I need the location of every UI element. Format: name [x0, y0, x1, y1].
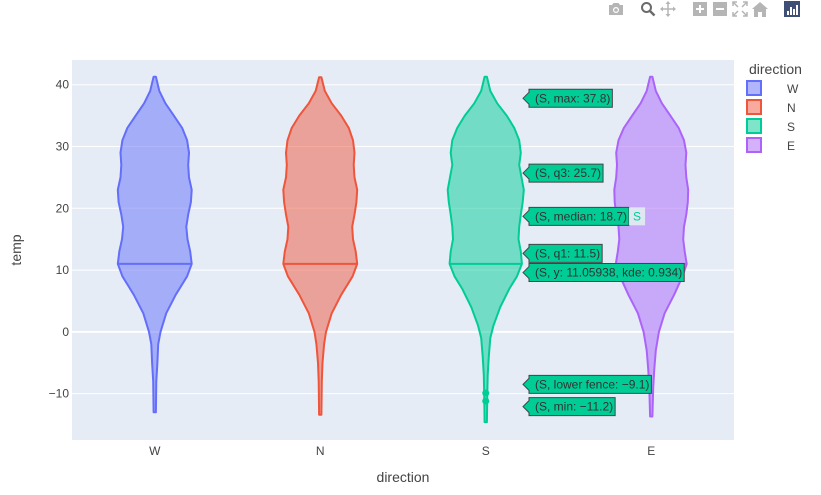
legend-label-N[interactable]: N	[787, 101, 796, 115]
hover-label-text: (S, min: −11.2)	[535, 400, 613, 414]
hover-labels: (S, max: 37.8) (S, q3: 25.7) (S, median: 1…	[522, 88, 685, 417]
hover-label-text: (S, q1: 11.5)	[535, 246, 600, 260]
violins[interactable]	[116, 75, 690, 424]
y-tick-label: −10	[49, 387, 70, 401]
x-tick-label: S	[482, 444, 490, 458]
y-tick-label: 30	[56, 140, 70, 154]
hover-trace-name-box	[629, 207, 646, 226]
violin-S[interactable]	[446, 75, 525, 424]
y-axis-title: temp	[8, 234, 24, 265]
legend-title: direction	[749, 61, 802, 77]
zoom-out-icon[interactable]	[710, 0, 730, 18]
x-tick-label: N	[316, 444, 325, 458]
legend-swatch-N[interactable]	[746, 99, 762, 115]
legend-label-E[interactable]: E	[787, 139, 795, 153]
zoom-icon[interactable]	[638, 0, 658, 18]
hover-label-box	[522, 263, 685, 283]
hover-label-text: (S, y: 11.05938, kde: 0.934)	[535, 266, 682, 280]
hover-label-text: (S, lower fence: −9.1)	[535, 377, 649, 391]
reset-axes-home-icon[interactable]	[750, 0, 770, 18]
legend-swatch-S[interactable]	[746, 118, 762, 134]
violin-W[interactable]	[116, 75, 193, 414]
y-tick-label: 0	[62, 325, 69, 339]
plotly-logo-icon[interactable]	[782, 0, 802, 18]
y-tick-label: 10	[56, 263, 70, 277]
y-tick-label: 20	[56, 201, 70, 215]
violin-N[interactable]	[282, 76, 359, 416]
legend-label-S[interactable]: S	[787, 120, 795, 134]
hover-label-box	[522, 243, 603, 263]
legend-swatch-W[interactable]	[746, 80, 762, 96]
pan-icon[interactable]	[658, 0, 678, 18]
download-plot-camera-icon[interactable]	[606, 0, 626, 18]
hover-label-text: (S, max: 37.8)	[535, 91, 610, 105]
hover-label-box	[522, 397, 616, 417]
outlier-point[interactable]	[482, 389, 490, 397]
zoom-in-icon[interactable]	[690, 0, 710, 18]
hover-label-text: (S, median: 18.7)	[535, 209, 627, 223]
outlier-point[interactable]	[482, 397, 490, 405]
legend-label-W[interactable]: W	[787, 82, 799, 96]
hover-label-box	[522, 374, 652, 394]
x-tick-label: E	[647, 444, 655, 458]
y-tick-label: 40	[56, 78, 70, 92]
modebar	[606, 0, 802, 18]
y-tick-labels: −10 0 10 20 30 40	[49, 78, 70, 401]
hover-label-text: (S, q3: 25.7)	[535, 166, 601, 180]
x-tick-label: W	[149, 444, 161, 458]
autoscale-icon[interactable]	[730, 0, 750, 18]
hover-label-box	[522, 163, 604, 183]
legend-swatch-E[interactable]	[746, 137, 762, 153]
hover-trace-name: S	[633, 209, 641, 223]
hover-label-box	[522, 88, 613, 108]
x-axis-title: direction	[377, 469, 430, 485]
